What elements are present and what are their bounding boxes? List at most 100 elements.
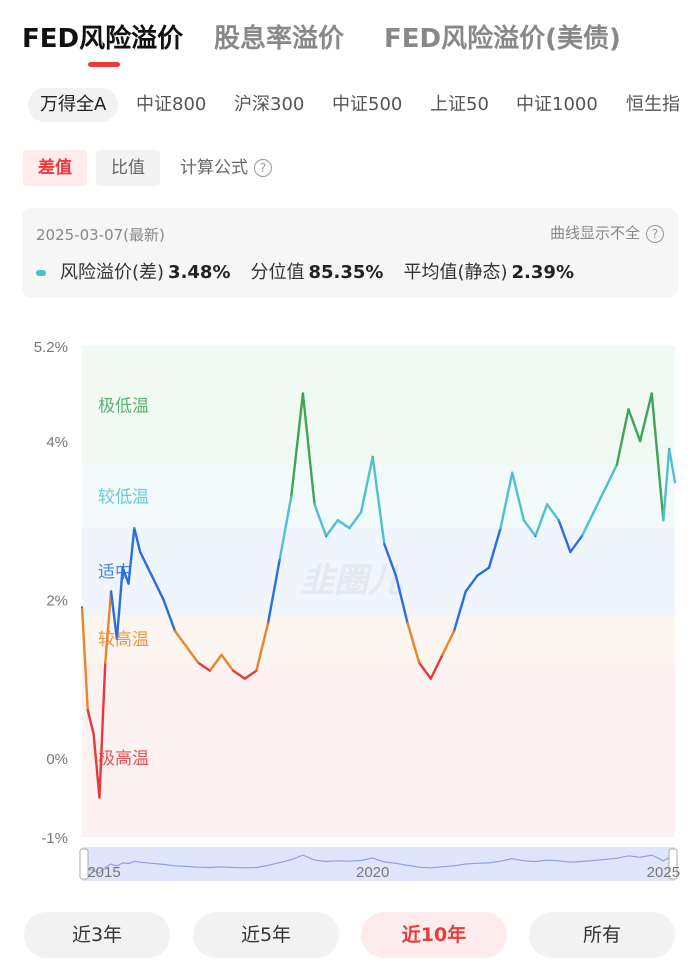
data-point: [209, 669, 211, 672]
line-segment: [557, 519, 572, 554]
line-segment: [580, 511, 595, 538]
percentile-value: 85.35%: [308, 262, 384, 283]
tab-dividend-premium[interactable]: 股息率溢价: [214, 24, 345, 54]
diff-button[interactable]: 差值: [23, 150, 87, 186]
line-segment: [138, 550, 153, 577]
minimap-selection[interactable]: [82, 847, 675, 881]
index-tab-csi500[interactable]: 中证500: [332, 94, 403, 115]
data-point: [383, 543, 386, 545]
line-segment: [604, 463, 619, 490]
line-segment: [615, 408, 630, 466]
risk-premium-value: 3.48%: [168, 262, 231, 283]
line-segment: [121, 566, 130, 585]
help-icon[interactable]: ?: [646, 224, 664, 243]
line-segment: [109, 590, 119, 641]
data-point: [488, 566, 490, 569]
range-3y-button[interactable]: 近3年: [24, 912, 170, 958]
line-segment: [429, 653, 444, 680]
index-tab-csi1000[interactable]: 中证1000: [516, 94, 598, 115]
line-segment: [406, 621, 421, 664]
range-minimap: 2015 2020 2025: [79, 847, 680, 881]
line-segment: [592, 487, 607, 514]
y-tick-label: 5.2%: [34, 339, 68, 356]
line-segment: [662, 447, 671, 522]
minimap-right-handle[interactable]: [668, 848, 678, 880]
line-segment: [324, 519, 340, 538]
zone-label-3: 较高温: [98, 630, 149, 649]
help-icon[interactable]: ?: [254, 159, 272, 177]
index-tab-csi800[interactable]: 中证800: [136, 94, 207, 115]
range-10y-button[interactable]: 近10年: [361, 912, 507, 958]
line-segment: [452, 590, 467, 633]
risk-premium-line: [80, 392, 677, 799]
data-point: [499, 527, 502, 530]
average-label: 平均值(静态): [403, 262, 508, 283]
data-point: [98, 796, 101, 799]
data-point: [115, 638, 118, 640]
line-segment: [638, 392, 653, 443]
line-segment: [499, 471, 514, 530]
data-point: [121, 566, 124, 569]
series-legend-dot: [36, 270, 46, 276]
data-point: [127, 582, 130, 585]
data-point: [110, 590, 112, 593]
data-point: [243, 677, 246, 680]
top-tabs: FED风险溢价 股息率溢价 FED风险溢价(美债): [22, 18, 700, 68]
minimap-line: [81, 854, 676, 874]
data-point: [150, 574, 153, 577]
line-segment: [92, 732, 101, 799]
range-5y-button[interactable]: 近5年: [193, 912, 339, 958]
data-point: [348, 527, 351, 530]
minimap-left-handle[interactable]: [79, 848, 89, 880]
ratio-button[interactable]: 比值: [96, 150, 160, 186]
index-tab-sse50[interactable]: 上证50: [430, 94, 489, 115]
data-point: [441, 653, 444, 656]
line-segment: [627, 408, 642, 443]
tab-fed-risk-premium[interactable]: FED风险溢价: [22, 24, 184, 54]
range-all-button[interactable]: 所有: [529, 912, 675, 958]
line-segment: [98, 661, 107, 799]
index-tab-hs300[interactable]: 沪深300: [234, 94, 305, 115]
curve-incomplete-hint[interactable]: 曲线显示不全?: [550, 222, 664, 243]
line-segment: [417, 661, 433, 680]
data-point: [592, 511, 595, 514]
y-tick-label: -1%: [41, 830, 68, 847]
data-point: [418, 661, 421, 664]
data-point: [220, 653, 223, 656]
x-tick-label: 2025: [647, 864, 680, 881]
tab-fed-risk-premium-us[interactable]: FED风险溢价(美债): [384, 24, 621, 54]
line-segment: [115, 566, 124, 641]
line-segment: [290, 392, 305, 498]
line-segment: [441, 629, 456, 657]
zone-label-0: 极低温: [98, 396, 149, 415]
line-segment: [150, 574, 165, 601]
data-point: [185, 646, 188, 648]
line-segment: [208, 653, 223, 672]
latest-date: 2025-03-07(最新): [36, 226, 165, 244]
index-tabs: 万得全A 中证800 沪深300 中证500 上证50 中证1000 恒生指: [28, 88, 700, 124]
line-segment: [255, 621, 270, 672]
formula-link[interactable]: 计算公式?: [180, 150, 272, 186]
data-point: [360, 511, 362, 514]
active-tab-indicator: [88, 62, 120, 67]
line-segment: [104, 590, 113, 664]
temperature-zones: [82, 346, 675, 837]
line-segment: [336, 519, 351, 530]
data-point: [133, 527, 136, 530]
index-tab-wind-all-a[interactable]: 万得全A: [28, 88, 119, 122]
line-segment: [80, 606, 90, 712]
y-tick-label: 2%: [46, 592, 68, 609]
data-point: [581, 535, 583, 537]
data-point: [255, 669, 258, 672]
line-segment: [394, 574, 409, 625]
line-segment: [266, 558, 281, 625]
zone-band-0: [82, 346, 675, 465]
data-point: [104, 661, 107, 664]
line-segment: [569, 534, 584, 554]
data-point: [371, 455, 374, 458]
data-point: [627, 408, 630, 411]
index-tab-hang-seng[interactable]: 恒生指: [626, 94, 680, 115]
x-tick-label: 2020: [356, 864, 389, 881]
